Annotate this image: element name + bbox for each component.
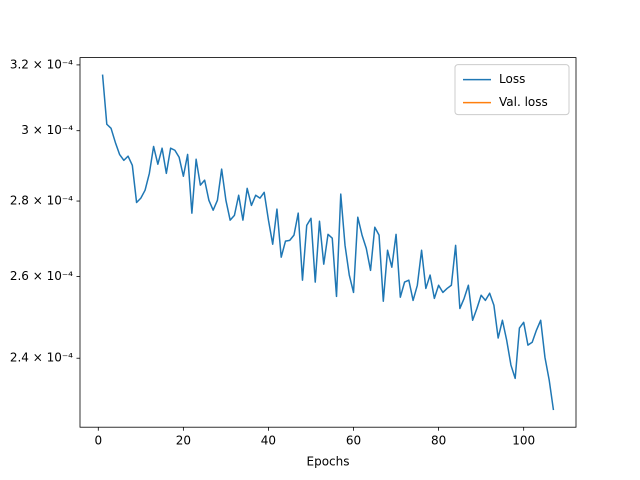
x-tick-label: 80 [431, 434, 446, 448]
x-tick-label: 60 [346, 434, 361, 448]
x-tick-label: 20 [176, 434, 191, 448]
legend-label: Loss [499, 72, 525, 86]
legend-label: Val. loss [499, 95, 548, 109]
y-tick-label: 3.2 × 10⁻⁴ [10, 57, 73, 71]
axes-frame [79, 57, 577, 428]
y-tick-label: 2.4 × 10⁻⁴ [10, 351, 73, 365]
y-tick-label: 2.8 × 10⁻⁴ [10, 194, 73, 208]
x-tick-label: 0 [94, 434, 102, 448]
x-tick-label: 40 [261, 434, 276, 448]
y-tick-label: 2.6 × 10⁻⁴ [10, 269, 73, 283]
loss-line [101, 74, 555, 411]
x-axis-label: Epochs [307, 455, 350, 469]
y-tick-label: 3 × 10⁻⁴ [21, 123, 73, 137]
x-tick-label: 100 [512, 434, 535, 448]
